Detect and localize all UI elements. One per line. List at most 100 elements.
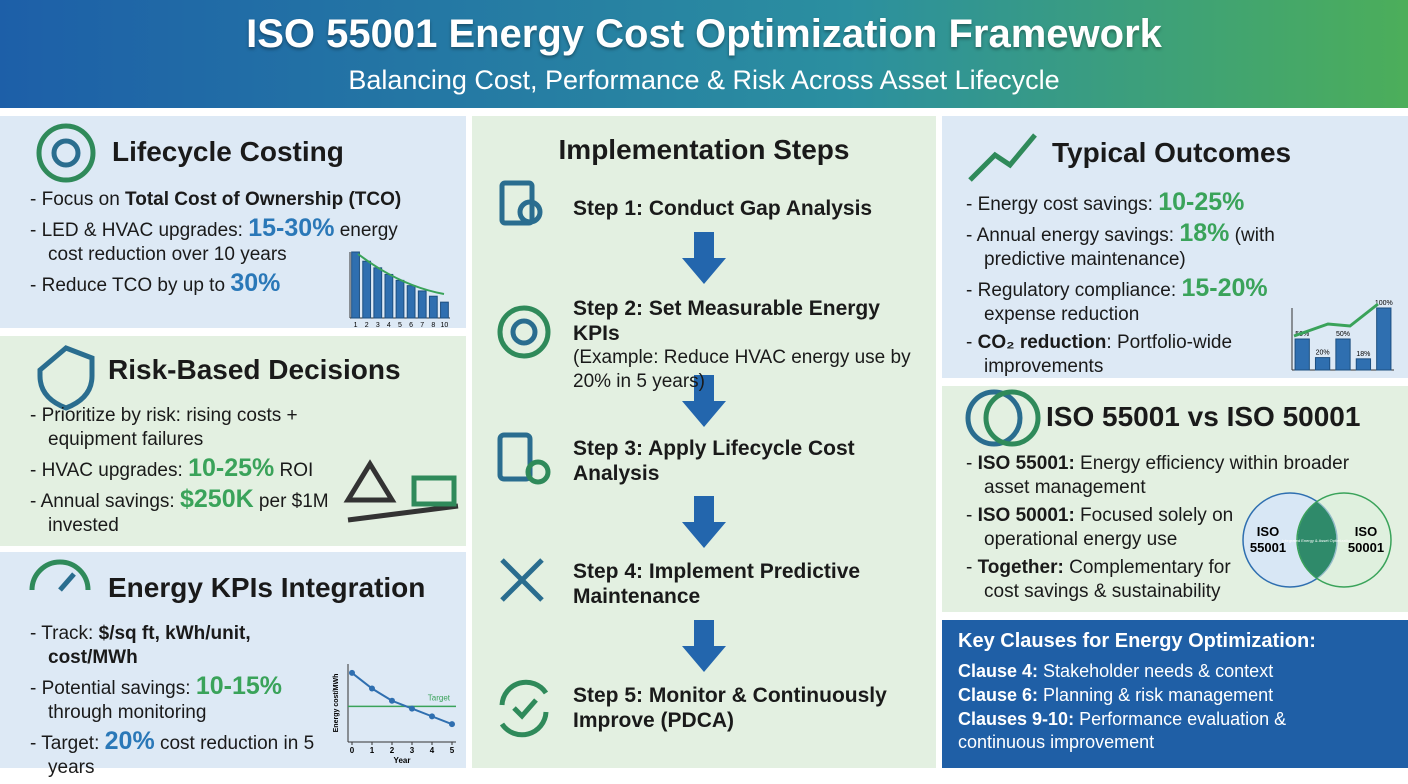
text-segment: Total Cost of Ownership (TCO) xyxy=(125,189,402,210)
bullet: Target: 20% cost reduction in 5 years xyxy=(30,729,330,780)
bar xyxy=(351,251,360,319)
text-segment: Energy efficiency within broader asset m… xyxy=(984,453,1350,498)
text-segment: Potential savings: xyxy=(41,678,196,699)
x-tick-label: 2 xyxy=(390,746,395,755)
bullet: CO₂ reduction: Portfolio-wide improvemen… xyxy=(966,331,1286,379)
text-segment: 10-25% xyxy=(1158,188,1245,216)
venn-overlap-label: Integrated Energy & Asset Optimization xyxy=(1282,538,1352,543)
lifecycle-chart: 1 2 3 4 5 6 7 8 10 xyxy=(349,251,450,329)
bar xyxy=(428,295,438,319)
point xyxy=(389,697,395,704)
bullet: Regulatory compliance: 15-20% expense re… xyxy=(966,276,1286,327)
x-tick-label: 3 xyxy=(410,746,415,755)
text-segment: Performance evaluation & continuous impr… xyxy=(958,709,1287,752)
x-tick-label: 1 xyxy=(354,322,358,329)
bar xyxy=(373,267,383,319)
section-title: Implementation Steps xyxy=(558,134,850,165)
step: Step 5: Monitor & Continuously Improve (… xyxy=(573,683,928,733)
text-segment: Annual energy savings: xyxy=(976,225,1180,246)
x-tick-label: 2 xyxy=(365,322,369,329)
value-label: 18% xyxy=(1356,351,1370,358)
text-segment: (with predictive maintenance) xyxy=(984,225,1275,270)
venn-label: ISO 55001 xyxy=(1250,524,1286,555)
text-segment: 10-25% xyxy=(188,454,275,482)
step-title: Step 3: Apply Lifecycle Cost Analysis xyxy=(573,437,855,485)
text-segment: energy cost reduction over 10 years xyxy=(48,220,398,265)
bar xyxy=(406,285,416,319)
bullet: HVAC upgrades: 10-25% ROI xyxy=(30,456,335,483)
point xyxy=(409,705,415,712)
header: ISO 55001 Energy Cost Optimization Frame… xyxy=(0,0,1408,108)
text-segment: Planning & risk management xyxy=(1038,685,1274,705)
point xyxy=(369,685,375,692)
bar xyxy=(1335,338,1351,371)
text-segment: through monitoring xyxy=(48,702,207,723)
point xyxy=(349,669,355,676)
section-title: Typical Outcomes xyxy=(1052,137,1292,168)
text-segment: Complementary for cost savings & sustain… xyxy=(984,557,1231,602)
y-axis-label: Energy cost/MWh xyxy=(333,674,340,733)
bullet: Prioritize by risk: rising costs + equip… xyxy=(30,404,335,452)
bullet: LED & HVAC upgrades: 15-30% energy cost … xyxy=(30,216,430,267)
x-tick-label: 10 xyxy=(441,322,449,329)
text-segment: Focused solely on operational energy use xyxy=(984,505,1234,550)
bullet: ISO 50001: Focused solely on operational… xyxy=(966,504,1249,552)
text-segment: $/sq ft, kWh/unit, cost/MWh xyxy=(48,623,251,668)
bullet-list: ISO 55001: Energy efficiency within broa… xyxy=(966,452,1386,608)
text-segment: HVAC upgrades: xyxy=(41,460,189,481)
text-segment: Energy cost savings: xyxy=(977,194,1159,215)
bar xyxy=(1376,307,1392,371)
x-tick-label: 5 xyxy=(450,746,455,755)
bar xyxy=(395,279,405,319)
page: ISO 55001 Energy Cost Optimization Frame… xyxy=(0,0,1408,768)
text-segment: Clause 4: xyxy=(958,661,1039,681)
step: Step 2: Set Measurable Energy KPIs (Examp… xyxy=(573,296,928,394)
text-segment: ROI xyxy=(274,460,314,481)
text-segment: Clause 6: xyxy=(958,685,1039,705)
value-label: 50% xyxy=(1336,331,1350,338)
x-tick-label: 3 xyxy=(376,322,380,329)
point xyxy=(429,713,435,720)
bullet: Potential savings: 10-15% through monito… xyxy=(30,674,330,725)
value-label: 100% xyxy=(1375,300,1393,307)
step-title: Step 5: Monitor & Continuously Improve (… xyxy=(573,684,887,732)
step-title: Step 2: Set Measurable Energy KPIs xyxy=(573,297,880,345)
bullet: Energy cost savings: 10-25% xyxy=(966,190,1286,217)
bullet: ISO 55001: Energy efficiency within broa… xyxy=(966,452,1386,500)
text-segment: Reduce TCO by up to xyxy=(41,275,231,296)
section-title: ISO 55001 vs ISO 50001 xyxy=(1046,401,1361,432)
bullet: Annual savings: $250K per $1M invested xyxy=(30,487,335,538)
bar xyxy=(417,290,427,319)
text-segment: LED & HVAC upgrades: xyxy=(41,220,249,241)
bullet-list: Track: $/sq ft, kWh/unit, cost/MWhPotent… xyxy=(30,622,330,784)
text-segment: Annual savings: xyxy=(40,491,180,512)
kpi-chart: 0 1 2 3 4 5 Year Energy cost/MWh Target xyxy=(333,664,456,765)
section-title: Lifecycle Costing xyxy=(112,136,344,167)
text-segment: CO₂ reduction xyxy=(977,332,1107,353)
x-tick-label: 5 xyxy=(398,322,402,329)
bullet: Clauses 9-10: Performance evaluation & c… xyxy=(958,708,1358,754)
step: Step 4: Implement Predictive Maintenance xyxy=(573,559,928,609)
x-tick-label: 4 xyxy=(430,746,435,755)
bullet: Focus on Total Cost of Ownership (TCO) xyxy=(30,188,430,212)
bullet: Clause 6: Planning & risk management xyxy=(958,684,1358,707)
bullet-list: Prioritize by risk: rising costs + equip… xyxy=(30,404,335,542)
venn-overlap xyxy=(1297,502,1337,578)
text-segment: ISO 55001: xyxy=(977,453,1075,474)
section-title: Energy KPIs Integration xyxy=(108,572,426,603)
step-detail: (Example: Reduce HVAC energy use by 20% … xyxy=(573,347,911,392)
line xyxy=(351,672,453,726)
text-segment: : Portfolio-wide improvements xyxy=(984,332,1233,377)
title: ISO 55001 Energy Cost Optimization Frame… xyxy=(246,12,1162,56)
bar xyxy=(1294,338,1310,371)
text-segment: Focus on xyxy=(41,189,126,210)
bullet: Annual energy savings: 18% (with predict… xyxy=(966,221,1286,272)
text-segment: Together: xyxy=(977,557,1064,578)
step: Step 1: Conduct Gap Analysis xyxy=(573,196,928,221)
text-segment: 18% xyxy=(1179,219,1230,247)
text-segment: 15-30% xyxy=(248,214,335,242)
text-segment: Stakeholder needs & context xyxy=(1038,661,1274,681)
bullet: Clause 4: Stakeholder needs & context xyxy=(958,660,1358,683)
text-segment: $250K xyxy=(179,485,254,513)
